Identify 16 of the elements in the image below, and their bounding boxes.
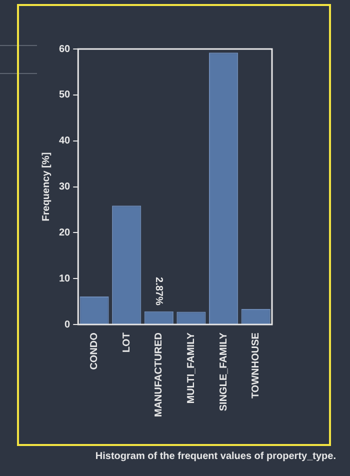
- data-label: 2.87%: [153, 277, 164, 306]
- y-tick-label: 30: [59, 182, 71, 193]
- y-tick-label: 20: [59, 227, 71, 238]
- x-tick-label: LOT: [121, 332, 132, 353]
- x-tick-label: TOWNHOUSE: [250, 332, 262, 398]
- y-tick-label: 0: [64, 319, 71, 330]
- x-tick-label: SINGLE_FAMILY: [218, 332, 230, 412]
- y-tick-label: 40: [59, 136, 71, 147]
- y-tick-label: 60: [59, 44, 71, 55]
- x-tick-label: MANUFACTURED: [154, 332, 165, 418]
- x-tick-label: MULTI_FAMILY: [186, 332, 197, 404]
- x-tick-label: CONDO: [89, 332, 100, 370]
- text: Histogram of the frequent values of property_type.: [94, 451, 337, 462]
- y-tick-label: 10: [59, 273, 71, 284]
- y-tick-label: 50: [59, 90, 71, 101]
- y-axis-title: Frequency [%]: [40, 152, 52, 222]
